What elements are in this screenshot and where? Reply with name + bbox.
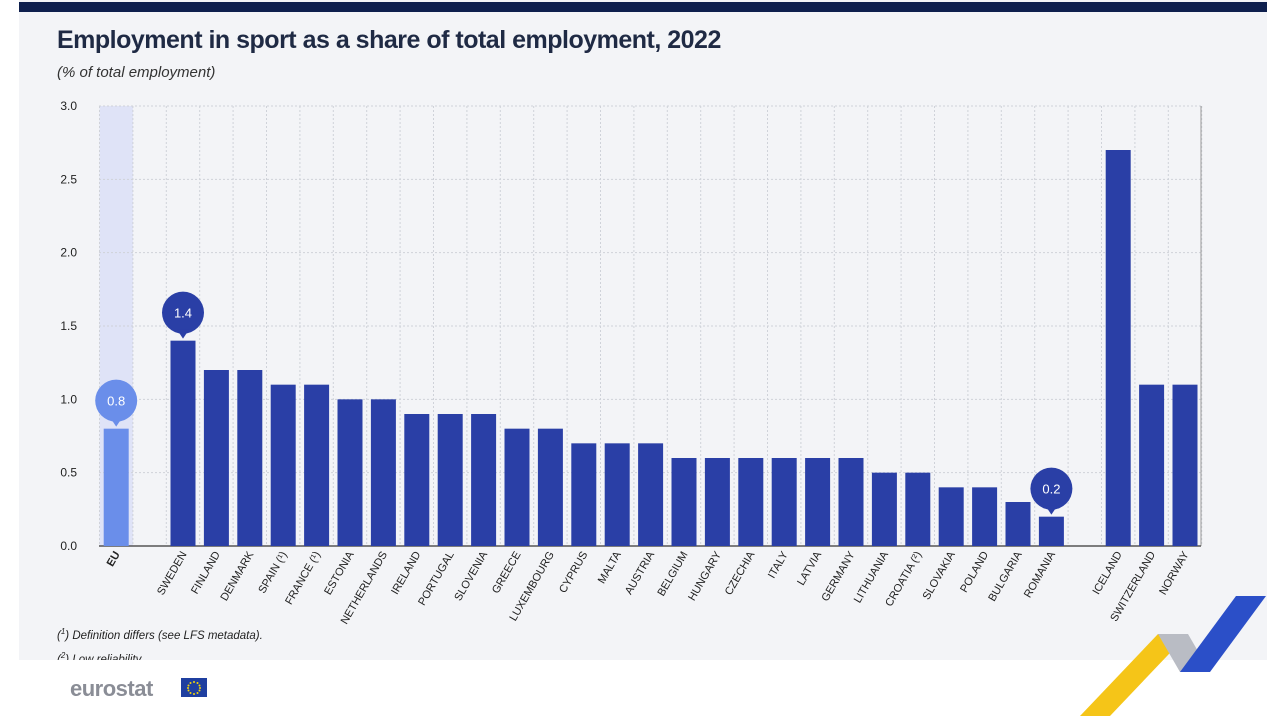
bar-netherlands [370, 399, 396, 546]
x-tick-label: CZECHIA [723, 549, 758, 597]
x-tick-label: LITHUANIA [852, 549, 891, 605]
x-tick-label: SLOVAKIA [921, 549, 959, 602]
bar-ireland [404, 414, 430, 546]
x-tick-label: SWEDEN [155, 549, 190, 597]
x-tick-label: AUSTRIA [623, 549, 658, 597]
x-tick-label: BELGIUM [655, 550, 690, 599]
y-tick-label: 2.0 [60, 246, 77, 260]
x-tick-label: FINLAND [189, 549, 223, 596]
x-tick-label: PORTUGAL [416, 550, 457, 608]
bar-estonia [337, 399, 363, 546]
data-callout-bubble [1030, 467, 1073, 510]
x-tick-label: POLAND [958, 549, 991, 594]
bar-slovenia [471, 414, 497, 546]
footnote-1: (1) Definition differs (see LFS metadata… [57, 627, 263, 642]
x-tick-label: DENMARK [218, 549, 256, 603]
y-tick-label: 2.5 [60, 172, 77, 186]
data-label: 0.8 [107, 394, 125, 409]
x-tick-label: IRELAND [389, 549, 423, 596]
eurostat-logo: eurostat [70, 676, 153, 701]
bar-switzerland [1139, 384, 1165, 546]
x-tick-label: GERMANY [819, 549, 858, 604]
bar-france [304, 384, 330, 546]
bar-luxembourg [537, 428, 563, 546]
bar-spain [270, 384, 296, 546]
x-tick-label: SLOVENIA [452, 549, 490, 603]
y-tick-label: 0.5 [60, 466, 77, 480]
top-bar [19, 2, 1267, 12]
x-tick-label: BULGARIA [986, 549, 1025, 604]
x-tick-label: HUNGARY [686, 549, 724, 603]
bar-greece [504, 428, 530, 546]
bar-czechia [738, 458, 764, 546]
bar-latvia [805, 458, 831, 546]
x-tick-label: SPAIN (¹) [256, 550, 290, 596]
data-label: 0.2 [1042, 482, 1060, 497]
bar-malta [604, 443, 630, 546]
footer [19, 660, 1267, 716]
x-tick-label: ROMANIA [1022, 549, 1058, 600]
x-tick-label: LATVIA [795, 549, 824, 588]
x-tick-label: ITALY [766, 549, 791, 581]
bar-finland [203, 370, 229, 546]
bar-romania [1038, 516, 1064, 546]
x-tick-label: MALTA [596, 549, 624, 586]
data-callout-pointer [177, 329, 189, 339]
x-tick-label: GREECE [490, 550, 524, 596]
chart-panel [19, 0, 1267, 716]
bar-croatia [905, 472, 931, 546]
bar-bulgaria [1005, 502, 1031, 546]
y-tick-label: 1.5 [60, 319, 77, 333]
bar-norway [1172, 384, 1198, 546]
x-tick-label: EU [105, 549, 123, 568]
bar-sweden [170, 340, 196, 546]
x-tick-label: CROATIA (²) [883, 550, 924, 609]
y-tick-label: 1.0 [60, 392, 77, 406]
chart-subtitle: (% of total employment) [57, 64, 216, 81]
data-callout-bubble [95, 379, 138, 422]
bar-eu [103, 428, 129, 546]
data-callout-pointer [1045, 505, 1058, 515]
bar-iceland [1105, 150, 1131, 546]
bar-hungary [704, 458, 730, 546]
data-callout-pointer [110, 417, 123, 427]
decorative-ribbon-icon [1080, 596, 1266, 716]
bar-poland [972, 487, 998, 546]
data-label: 1.4 [174, 306, 192, 321]
bar-italy [771, 458, 797, 546]
bar-cyprus [571, 443, 597, 546]
bar-belgium [671, 458, 697, 546]
y-tick-label: 0.0 [60, 539, 77, 553]
chart-title: Employment in sport as a share of total … [57, 26, 721, 54]
bar-germany [838, 458, 864, 546]
bar-austria [638, 443, 664, 546]
eu-flag-icon [181, 678, 207, 697]
bar-portugal [437, 414, 463, 546]
bar-slovakia [938, 487, 964, 546]
bar-denmark [237, 370, 263, 546]
y-tick-label: 3.0 [60, 99, 77, 113]
x-tick-label: CYPRUS [557, 550, 590, 596]
x-tick-label: ESTONIA [322, 549, 357, 597]
bar-lithuania [871, 472, 897, 546]
x-tick-label: FRANCE (¹) [283, 550, 323, 607]
data-callout-bubble [162, 291, 204, 334]
